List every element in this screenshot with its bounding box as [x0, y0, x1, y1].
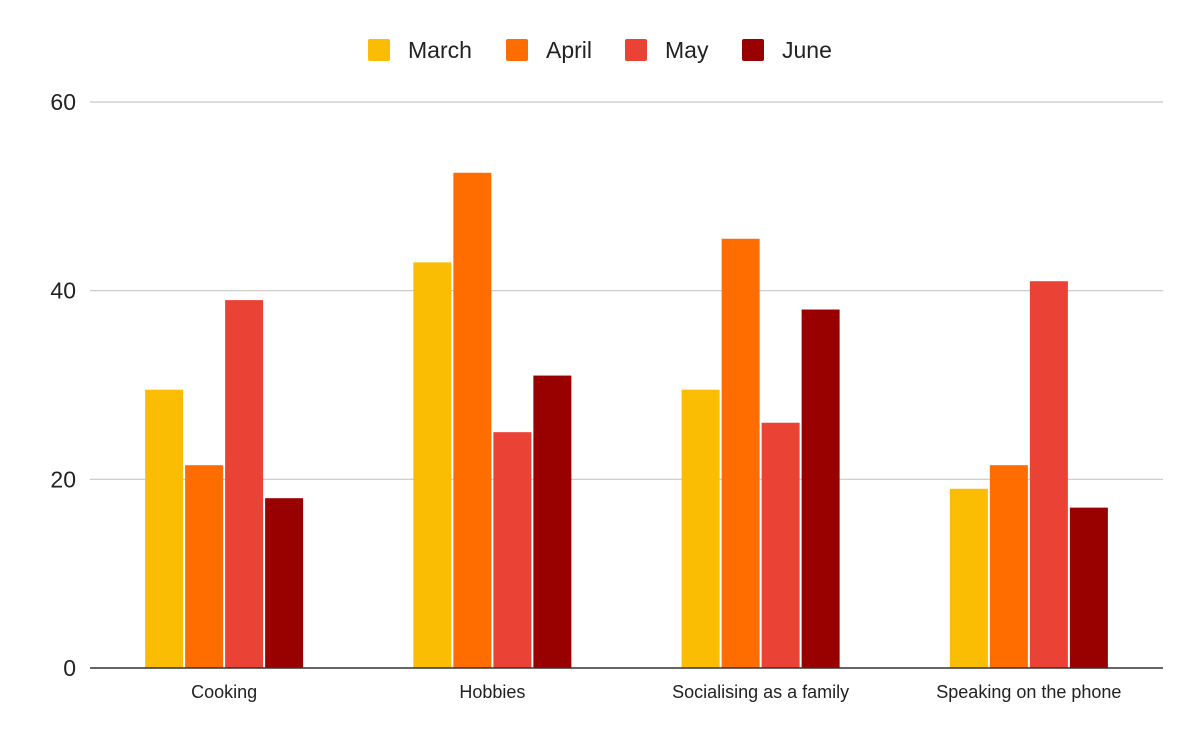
bar-june-2	[801, 309, 840, 668]
legend-label: April	[546, 37, 592, 63]
gridlines	[90, 101, 1163, 480]
bar-may-1	[493, 432, 532, 668]
legend-label: March	[408, 37, 472, 63]
bar-june-0	[265, 498, 304, 668]
y-axis-tick-labels: 0 20 40 60	[50, 89, 76, 681]
bars	[145, 172, 1108, 669]
bar-march-3	[949, 488, 988, 668]
category-label: Hobbies	[459, 682, 525, 702]
category-label: Cooking	[191, 682, 257, 702]
bar-april-1	[453, 172, 492, 668]
legend[interactable]: March April May June	[368, 37, 832, 63]
legend-item-april[interactable]: April	[506, 37, 592, 63]
legend-swatch	[625, 39, 647, 61]
category-label: Speaking on the phone	[936, 682, 1121, 702]
legend-item-march[interactable]: March	[368, 37, 472, 63]
bar-april-0	[185, 465, 224, 668]
legend-label: May	[665, 37, 709, 63]
legend-swatch	[368, 39, 390, 61]
bar-march-2	[681, 389, 720, 668]
x-axis-category-labels: Cooking Hobbies Socialising as a family Spe…	[191, 682, 1121, 702]
bar-april-3	[989, 465, 1028, 668]
y-tick-label: 0	[63, 655, 76, 681]
legend-label: June	[782, 37, 832, 63]
bar-march-0	[145, 389, 184, 668]
legend-swatch	[742, 39, 764, 61]
bar-march-1	[413, 262, 452, 668]
y-tick-label: 60	[50, 89, 76, 115]
y-tick-label: 20	[50, 466, 76, 492]
bar-june-1	[533, 375, 572, 668]
legend-item-june[interactable]: June	[742, 37, 832, 63]
bar-may-3	[1029, 281, 1068, 668]
bar-may-0	[225, 300, 264, 668]
legend-item-may[interactable]: May	[625, 37, 709, 63]
category-label: Socialising as a family	[672, 682, 849, 702]
bar-april-2	[721, 238, 760, 669]
bar-may-2	[761, 422, 800, 668]
legend-swatch	[506, 39, 528, 61]
y-tick-label: 40	[50, 278, 76, 304]
bar-june-3	[1069, 507, 1108, 668]
